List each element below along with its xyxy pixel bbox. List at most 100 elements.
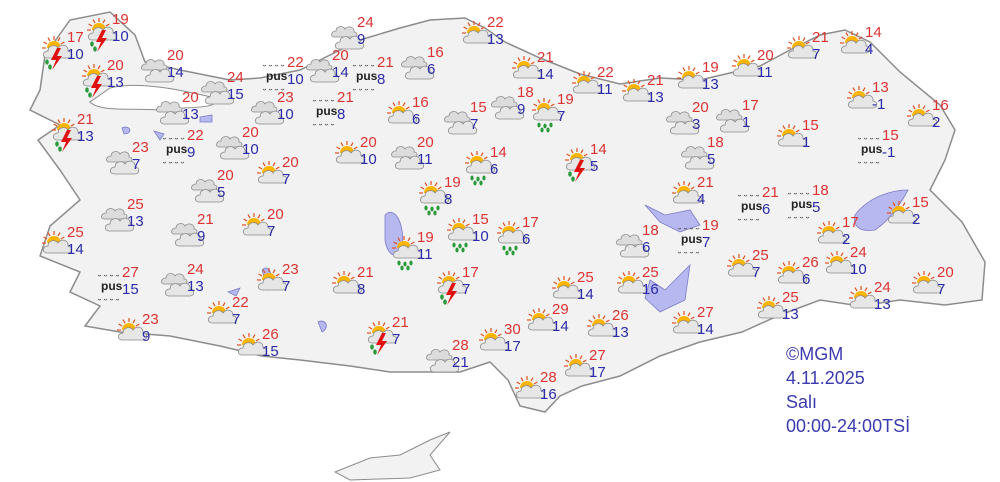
max-temp: 13 (872, 79, 889, 96)
lake-keban (644, 204, 701, 233)
min-temp: 9 (142, 328, 151, 345)
station-52: 20 3 (666, 99, 726, 142)
min-temp: 14 (67, 241, 84, 258)
cloudy-icon (251, 101, 285, 125)
cloudy-icon (101, 208, 135, 232)
min-temp: 13 (612, 324, 629, 341)
max-temp: 23 (277, 89, 294, 106)
max-temp: 19 (112, 11, 129, 28)
station-69: 20 7 (911, 264, 971, 307)
fog-label: pus (681, 232, 703, 246)
partly-cloudy-icon (42, 231, 73, 254)
cloudy-icon (106, 151, 140, 175)
partly-cloudy-icon (572, 71, 603, 94)
min-temp: 14 (167, 64, 184, 81)
fog-label: pus (316, 104, 338, 118)
legend-day: Salı (786, 392, 818, 412)
min-temp: 9 (357, 31, 366, 48)
min-temp: 7 (232, 311, 241, 328)
lake-ulubat (121, 126, 131, 135)
partly-cloudy-icon (462, 21, 493, 44)
max-temp: 30 (504, 321, 521, 338)
min-temp: 9 (187, 144, 196, 161)
max-temp: 24 (187, 261, 204, 278)
min-temp: 14 (697, 321, 714, 338)
partly-cloudy-icon (912, 271, 943, 294)
min-temp: 7 (462, 281, 471, 298)
max-temp: 24 (850, 244, 867, 261)
station-67: 26 6 (776, 254, 836, 297)
station-76: 29 14 (526, 301, 586, 344)
min-temp: 13 (874, 296, 891, 313)
min-temp: 7 (812, 46, 821, 63)
max-temp: 16 (412, 94, 429, 111)
station-78: 28 21 (426, 337, 486, 380)
max-temp: 16 (427, 44, 444, 61)
fog-label: pus (166, 142, 188, 156)
station-4: 20 14 (141, 47, 201, 90)
partly-cloudy-icon (677, 66, 708, 89)
lake-beysehir (317, 320, 327, 333)
min-temp: 7 (282, 171, 291, 188)
max-temp: 21 (392, 314, 409, 331)
station-19: 20 10 (334, 134, 394, 177)
station-57: 16 2 (906, 97, 966, 140)
partly-cloudy-icon (777, 261, 808, 284)
partly-cloudy-icon (335, 141, 366, 164)
cloudy-icon (491, 96, 525, 120)
station-37: 19 8 (418, 174, 478, 217)
max-temp: 22 (187, 127, 204, 144)
max-temp: 21 (357, 264, 374, 281)
legend-period: 00:00-24:00TSİ (786, 416, 911, 436)
station-2: 20 13 (81, 57, 141, 100)
station-35: 19 11 (391, 229, 451, 272)
max-temp: 15 (912, 194, 929, 211)
min-temp: 7 (702, 234, 711, 251)
thunderstorm-icon (87, 18, 118, 52)
min-temp: 10 (360, 151, 377, 168)
cloudy-icon (191, 179, 225, 203)
min-temp: 7 (557, 108, 566, 125)
min-temp: 14 (577, 286, 594, 303)
min-temp: 5 (812, 199, 821, 216)
min-temp: 6 (802, 271, 811, 288)
max-temp: 15 (470, 99, 487, 116)
marmara-sea (89, 84, 216, 111)
station-34: 21 7 (366, 314, 426, 357)
rain-icon (532, 98, 563, 133)
min-temp: 11 (417, 246, 433, 263)
fog-icon (677, 227, 700, 254)
station-11: 23 10 (251, 89, 311, 132)
min-temp: 7 (267, 223, 276, 240)
cloudy-icon (156, 101, 190, 125)
min-temp: 11 (417, 151, 433, 168)
station-75: 26 13 (586, 307, 646, 350)
max-temp: 25 (782, 289, 799, 306)
station-9: 20 10 (216, 124, 276, 167)
min-temp: 13 (107, 74, 124, 91)
max-temp: 16 (932, 97, 949, 114)
min-temp: 10 (67, 46, 84, 63)
max-temp: 19 (557, 91, 574, 108)
cloudy-icon (161, 273, 195, 297)
station-46: 20 11 (731, 47, 791, 90)
max-temp: 15 (802, 117, 819, 134)
station-65: pus 19 7 (676, 217, 736, 260)
partly-cloudy-icon (527, 308, 558, 331)
max-temp: 21 (697, 174, 714, 191)
station-26: 25 14 (41, 224, 101, 267)
fog-icon (97, 274, 120, 301)
max-temp: 21 (337, 89, 354, 106)
station-71: 25 13 (756, 289, 816, 332)
min-temp: 2 (932, 114, 941, 131)
max-temp: 27 (697, 304, 714, 321)
station-23: 25 13 (101, 196, 161, 239)
station-53: 17 1 (716, 97, 776, 140)
min-temp: 14 (332, 64, 349, 81)
cloudy-icon (426, 349, 460, 373)
cloudy-icon (201, 81, 235, 105)
min-temp: 13 (182, 106, 199, 123)
partly-cloudy-icon (207, 301, 238, 324)
cyprus (333, 431, 451, 481)
